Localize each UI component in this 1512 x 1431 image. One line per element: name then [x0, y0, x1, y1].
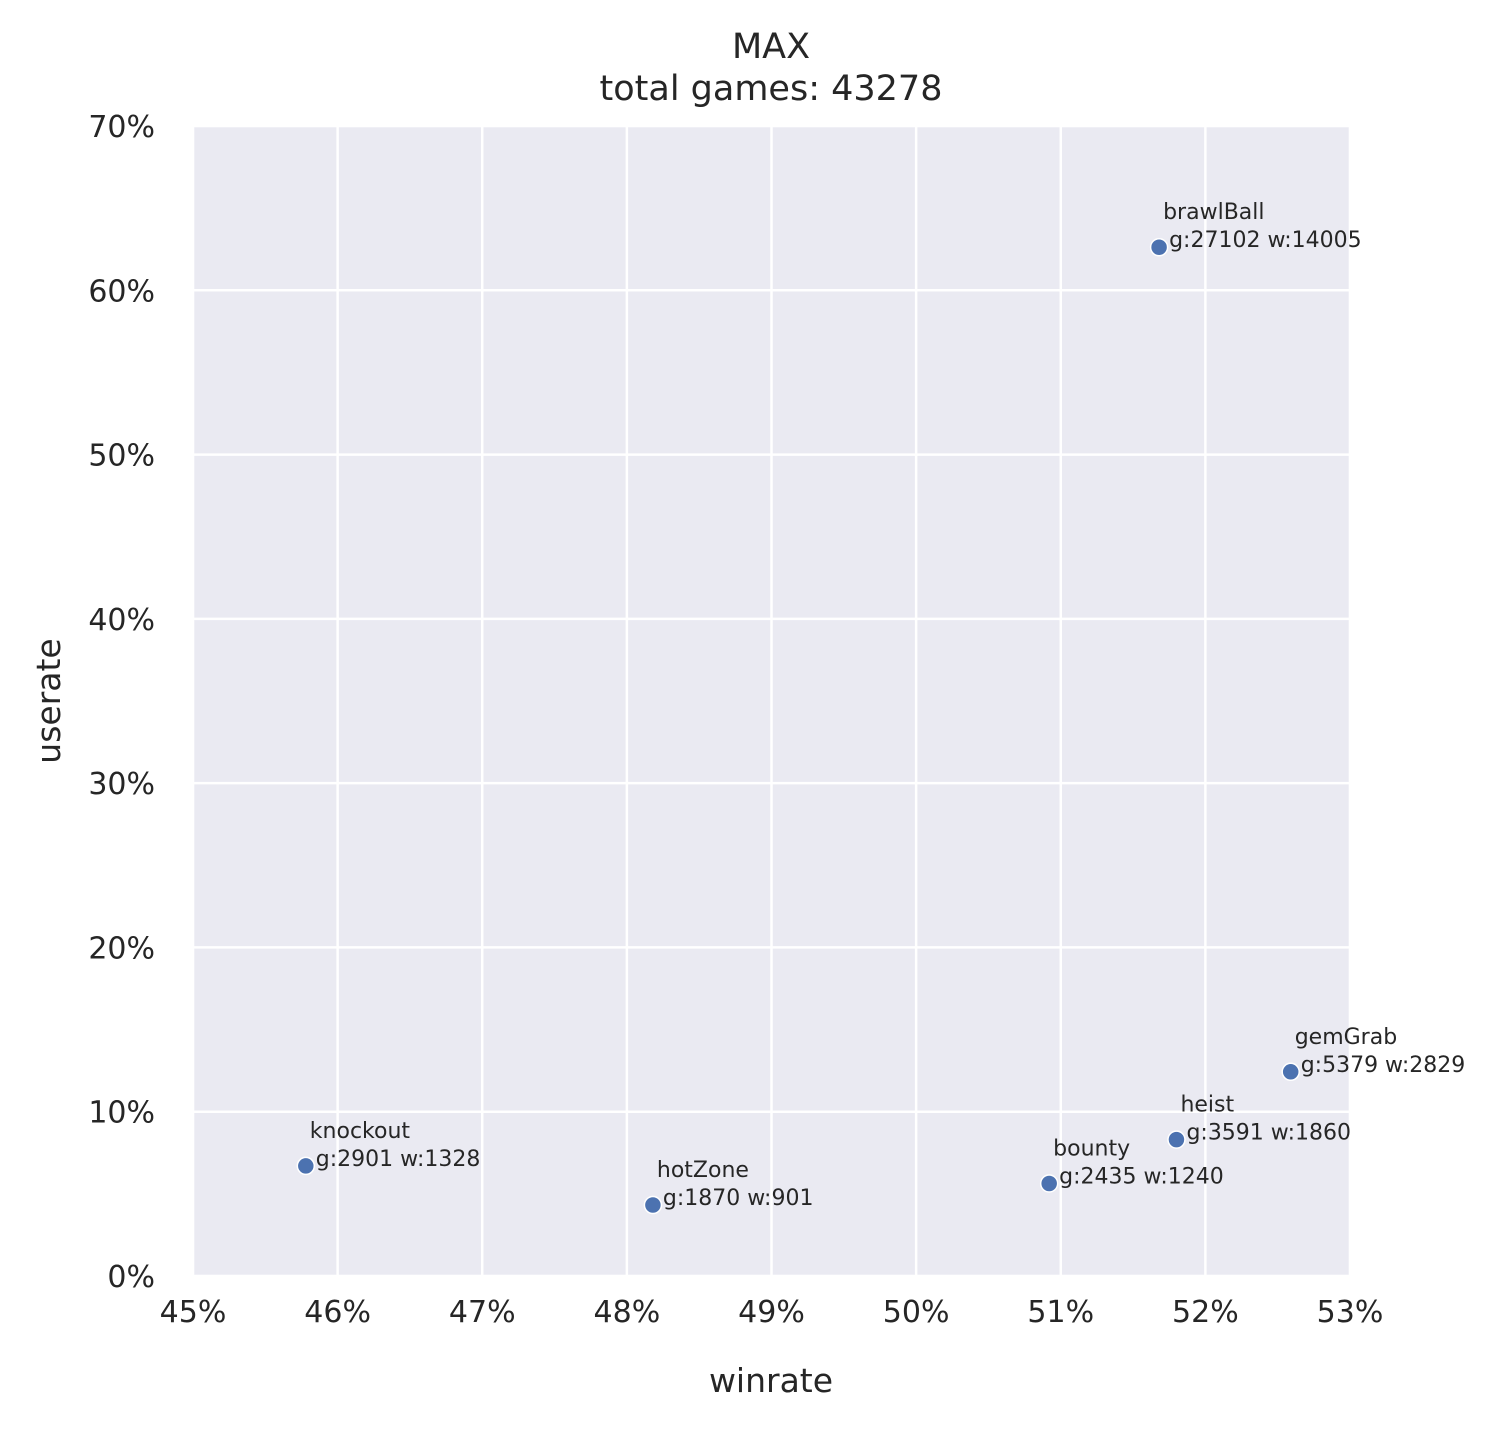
data-points	[296, 237, 1300, 1215]
data-point-bounty	[1039, 1174, 1059, 1193]
grid-lines	[191, 124, 1352, 1278]
x-axis-label: winrate	[709, 1361, 833, 1400]
y-tick-label: 40%	[88, 603, 155, 638]
x-tick-label: 50%	[883, 1295, 950, 1330]
point-name-label: heist	[1180, 1093, 1234, 1118]
data-point-brawlBall	[1149, 237, 1169, 257]
x-tick-label: 52%	[1172, 1295, 1239, 1330]
point-name-label: brawlBall	[1163, 200, 1264, 225]
x-tick-label: 45%	[160, 1295, 227, 1330]
y-tick-label: 20%	[88, 931, 155, 966]
data-point-hotZone	[643, 1195, 663, 1215]
point-name-label: gemGrab	[1295, 1025, 1397, 1050]
y-tick-label: 0%	[107, 1260, 155, 1295]
point-stats-label: g:3591 w:1860	[1186, 1121, 1351, 1146]
x-tick-label: 53%	[1317, 1295, 1384, 1330]
data-point-heist	[1167, 1130, 1186, 1149]
y-tick-label: 10%	[88, 1096, 155, 1131]
point-name-label: hotZone	[657, 1158, 749, 1183]
chart-subtitle: total games: 43278	[600, 69, 943, 109]
point-stats-label: g:27102 w:14005	[1169, 228, 1362, 253]
data-point-gemGrab	[1281, 1062, 1300, 1082]
y-axis-label: userate	[29, 638, 68, 763]
x-tick-label: 51%	[1027, 1295, 1094, 1330]
data-point-knockout	[296, 1156, 316, 1176]
y-tick-label: 30%	[88, 767, 155, 802]
point-stats-label: g:2435 w:1240	[1059, 1165, 1224, 1190]
x-tick-label: 47%	[449, 1295, 516, 1330]
point-name-label: bounty	[1053, 1137, 1130, 1162]
point-stats-label: g:2901 w:1328	[316, 1147, 481, 1172]
x-tick-labels: 45% 46% 47% 48% 49% 50% 51% 52% 53%	[160, 1295, 1384, 1330]
x-tick-label: 48%	[594, 1295, 661, 1330]
y-tick-label: 60%	[88, 274, 155, 309]
y-tick-label: 50%	[88, 439, 155, 474]
x-tick-label: 49%	[738, 1295, 805, 1330]
point-stats-label: g:1870 w:901	[663, 1186, 814, 1211]
y-tick-label: 70%	[88, 110, 155, 145]
y-tick-labels: 0% 10% 20% 30% 40% 50% 60% 70%	[88, 110, 155, 1295]
point-name-label: knockout	[310, 1119, 411, 1144]
chart-title: MAX	[732, 27, 810, 67]
point-labels: brawlBall g:27102 w:14005 gemGrab g:5379 w:…	[310, 200, 1465, 1211]
x-tick-label: 46%	[304, 1295, 371, 1330]
point-stats-label: g:5379 w:2829	[1301, 1053, 1466, 1078]
